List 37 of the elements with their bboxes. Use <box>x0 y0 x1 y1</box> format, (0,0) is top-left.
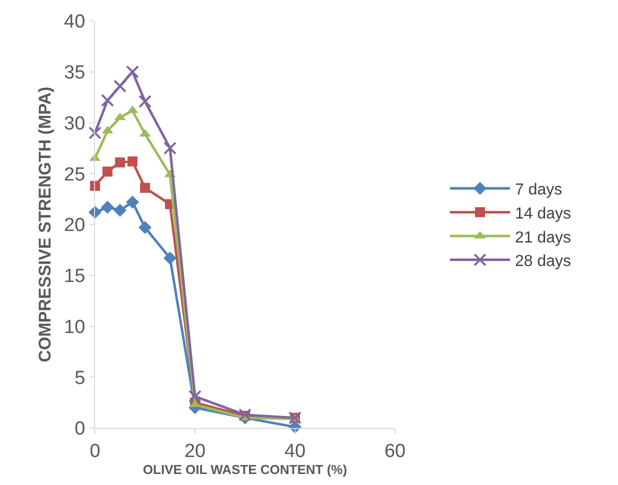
point <box>238 408 252 422</box>
y-axis-title: COMPRESSIVE STRENGTH (MPA) <box>36 86 55 362</box>
legend-label: 7 days <box>515 182 562 199</box>
y-tick-label: 10 <box>64 316 86 338</box>
point <box>128 156 138 166</box>
point <box>188 390 202 403</box>
x-tick-label: 40 <box>284 440 306 462</box>
point <box>114 204 126 217</box>
y-tick-label: 25 <box>64 164 86 186</box>
y-tick-label: 35 <box>64 62 86 84</box>
legend-label: 21 days <box>515 229 572 246</box>
x-axis-title: OLIVE OIL WASTE CONTENT (%) <box>142 462 348 477</box>
point <box>114 80 126 93</box>
y-tick-label: 15 <box>64 266 86 288</box>
x-tick-label: 20 <box>184 440 206 462</box>
y-tick-label: 5 <box>74 368 86 389</box>
point <box>164 142 176 155</box>
y-tick-label: 20 <box>64 215 86 236</box>
point <box>101 94 114 107</box>
y-tick-label: 40 <box>64 12 86 33</box>
point <box>88 126 102 140</box>
x-tick-label: 60 <box>384 440 406 462</box>
point <box>138 94 152 108</box>
point <box>90 180 100 191</box>
point <box>115 157 125 168</box>
point <box>102 166 112 177</box>
y-tick-label: 0 <box>74 418 86 440</box>
point <box>126 65 139 78</box>
legend-label: 28 days <box>515 253 572 270</box>
point <box>164 252 176 265</box>
x-tick-label: 0 <box>90 440 100 462</box>
y-tick-label: 30 <box>64 113 86 134</box>
point <box>126 196 139 209</box>
point <box>140 182 150 193</box>
legend-label: 14 days <box>515 205 572 222</box>
point <box>138 221 152 234</box>
point <box>101 200 114 214</box>
